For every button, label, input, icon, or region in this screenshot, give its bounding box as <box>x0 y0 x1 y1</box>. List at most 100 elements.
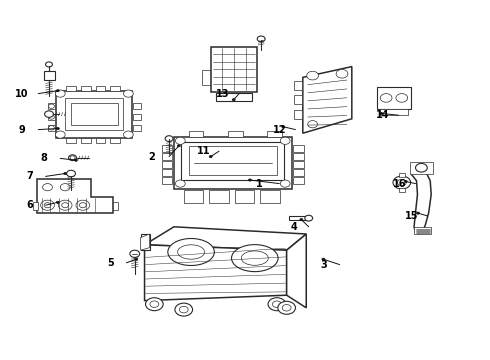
Circle shape <box>308 121 318 128</box>
Circle shape <box>76 200 90 210</box>
Circle shape <box>62 203 69 208</box>
Bar <box>202 70 210 85</box>
Circle shape <box>55 131 65 138</box>
Bar <box>133 103 141 109</box>
Polygon shape <box>287 234 306 308</box>
Bar <box>66 86 76 91</box>
Circle shape <box>44 203 51 208</box>
Text: 16: 16 <box>392 179 406 189</box>
Circle shape <box>43 184 52 191</box>
Bar <box>410 162 433 174</box>
Bar <box>110 138 120 143</box>
Text: 4: 4 <box>291 222 297 232</box>
Circle shape <box>416 212 419 214</box>
Bar <box>33 202 38 210</box>
Circle shape <box>67 170 75 177</box>
Bar <box>162 161 172 168</box>
Bar <box>235 190 254 203</box>
Circle shape <box>322 258 325 260</box>
Circle shape <box>380 112 383 114</box>
Text: 15: 15 <box>405 211 418 221</box>
Circle shape <box>56 90 59 92</box>
Circle shape <box>278 301 295 314</box>
Bar <box>267 131 282 137</box>
Circle shape <box>380 94 392 102</box>
Bar <box>293 153 304 160</box>
Circle shape <box>280 180 290 187</box>
Bar <box>174 137 292 189</box>
Text: 11: 11 <box>196 146 210 156</box>
Circle shape <box>396 94 408 102</box>
Circle shape <box>55 90 65 97</box>
Bar <box>211 47 257 92</box>
Circle shape <box>272 301 281 307</box>
Bar <box>162 169 172 176</box>
Circle shape <box>56 201 59 203</box>
Bar <box>189 146 277 175</box>
Bar <box>293 177 304 184</box>
Circle shape <box>165 136 173 141</box>
Circle shape <box>46 62 52 67</box>
Bar <box>141 234 150 250</box>
Bar <box>399 188 405 192</box>
Circle shape <box>123 131 133 138</box>
Bar <box>181 142 284 180</box>
Ellipse shape <box>232 245 278 271</box>
Circle shape <box>416 163 427 172</box>
Circle shape <box>49 115 54 119</box>
Bar <box>162 145 172 152</box>
Bar <box>66 138 76 143</box>
Circle shape <box>175 303 193 316</box>
Bar <box>71 103 118 125</box>
Ellipse shape <box>177 245 205 259</box>
Bar <box>414 227 431 234</box>
Ellipse shape <box>168 238 215 266</box>
Circle shape <box>397 179 406 186</box>
Circle shape <box>300 219 303 221</box>
Circle shape <box>41 200 54 210</box>
Bar <box>294 95 302 104</box>
Text: 7: 7 <box>26 171 33 181</box>
Circle shape <box>123 90 133 97</box>
Polygon shape <box>37 179 113 213</box>
Text: 3: 3 <box>320 260 327 270</box>
Circle shape <box>45 111 53 117</box>
Circle shape <box>257 36 265 42</box>
Polygon shape <box>145 227 306 250</box>
Bar <box>399 173 405 177</box>
Bar <box>133 114 141 120</box>
Circle shape <box>49 104 54 108</box>
Text: 1: 1 <box>256 179 263 189</box>
Text: 12: 12 <box>272 125 286 135</box>
Bar <box>81 138 91 143</box>
Circle shape <box>268 298 286 311</box>
Circle shape <box>175 180 185 187</box>
Bar <box>289 216 309 220</box>
Text: 6: 6 <box>26 200 33 210</box>
Circle shape <box>135 258 138 260</box>
Polygon shape <box>303 67 352 133</box>
Bar <box>48 114 55 120</box>
Bar <box>293 169 304 176</box>
Circle shape <box>70 156 75 159</box>
Bar <box>293 161 304 168</box>
Bar <box>162 153 172 160</box>
Circle shape <box>209 156 212 158</box>
Circle shape <box>336 69 348 78</box>
Bar <box>81 86 91 91</box>
Bar <box>380 109 408 115</box>
Text: 5: 5 <box>107 258 114 268</box>
Bar <box>96 138 105 143</box>
Bar <box>162 177 172 184</box>
Circle shape <box>393 176 411 189</box>
Bar <box>189 131 203 137</box>
Circle shape <box>177 145 180 147</box>
Circle shape <box>305 215 313 221</box>
Text: 13: 13 <box>216 89 230 99</box>
Circle shape <box>282 126 285 128</box>
Text: 9: 9 <box>19 125 25 135</box>
Bar <box>133 125 141 131</box>
Bar <box>48 125 55 131</box>
Text: 10: 10 <box>15 89 29 99</box>
Circle shape <box>282 305 291 311</box>
